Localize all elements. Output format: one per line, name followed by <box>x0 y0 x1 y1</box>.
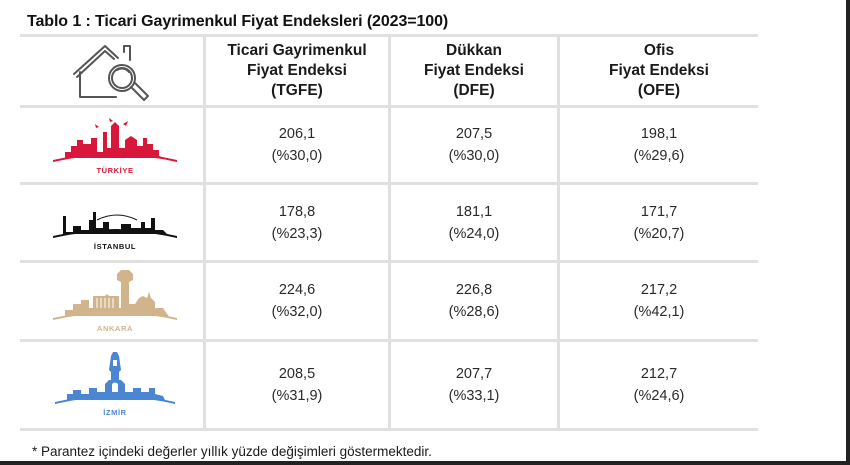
header-line: Fiyat Endeksi <box>247 62 347 79</box>
tgfe-cell: 208,5 (%31,9) <box>206 342 388 428</box>
annual-change: (%31,9) <box>271 388 323 404</box>
header-dfe: Dükkan Fiyat Endeksi (DFE) <box>391 37 557 105</box>
istanbul-logo: İSTANBUL <box>50 206 180 251</box>
annual-change: (%24,0) <box>448 225 500 242</box>
house-search-icon <box>72 45 149 101</box>
annual-change: (%23,3) <box>271 225 323 242</box>
annual-change: (%28,6) <box>448 304 500 320</box>
tgfe-cell: 206,1 (%30,0) <box>206 108 388 182</box>
index-value: 212,7 <box>640 366 678 382</box>
header-line: (DFE) <box>453 82 495 99</box>
turkiye-skyline-icon <box>53 118 177 162</box>
istanbul-skyline-icon <box>53 212 177 238</box>
header-line: Dükkan <box>446 42 502 59</box>
annual-change: (%42,1) <box>633 304 685 320</box>
header-icon-cell <box>20 37 203 105</box>
header-tgfe: Ticari Gayrimenkul Fiyat Endeksi (TGFE) <box>206 37 388 105</box>
dfe-cell: 181,1 (%24,0) <box>391 185 557 260</box>
annual-change: (%29,6) <box>633 148 685 164</box>
annual-change: (%33,1) <box>448 388 500 404</box>
tgfe-cell: 224,6 (%32,0) <box>206 263 388 339</box>
ankara-skyline-icon <box>53 270 177 320</box>
dfe-cell: 226,8 (%28,6) <box>391 263 557 339</box>
region-label: İZMİR <box>103 408 127 417</box>
header-line: Ofis <box>643 42 675 59</box>
column-divider <box>203 34 206 431</box>
table-title: Tablo 1 : Ticari Gayrimenkul Fiyat Endek… <box>27 13 449 30</box>
column-divider <box>388 34 391 431</box>
index-value: 208,5 <box>278 366 316 382</box>
header-ofe: Ofis Fiyat Endeksi (OFE) <box>560 37 758 105</box>
ofe-cell: 171,7 (%20,7) <box>560 185 758 260</box>
header-line: Ticari Gayrimenkul <box>227 42 367 59</box>
index-value: 207,7 <box>455 366 493 382</box>
header-line: (OFE) <box>637 82 681 99</box>
index-value: 224,6 <box>278 282 316 298</box>
index-value: 198,1 <box>640 126 678 142</box>
header-line: (TGFE) <box>271 82 323 99</box>
price-index-table: Ticari Gayrimenkul Fiyat Endeksi (TGFE) … <box>20 34 758 431</box>
header-line: Fiyat Endeksi <box>424 62 524 79</box>
annual-change: (%30,0) <box>271 148 323 164</box>
footnote: * Parantez içindeki değerler yıllık yüzd… <box>32 444 432 459</box>
dfe-cell: 207,5 (%30,0) <box>391 108 557 182</box>
izmir-skyline-icon <box>55 352 175 404</box>
dfe-cell: 207,7 (%33,1) <box>391 342 557 428</box>
region-label: İSTANBUL <box>93 242 137 251</box>
annual-change: (%20,7) <box>633 225 685 242</box>
ofe-cell: 217,2 (%42,1) <box>560 263 758 339</box>
tgfe-cell: 178,8 (%23,3) <box>206 185 388 260</box>
annual-change: (%24,6) <box>633 388 685 404</box>
index-value: 171,7 <box>640 203 678 220</box>
window-border-right <box>846 0 850 465</box>
turkiye-logo: TÜRKİYE <box>50 118 180 175</box>
ofe-cell: 212,7 (%24,6) <box>560 342 758 428</box>
ofe-cell: 198,1 (%29,6) <box>560 108 758 182</box>
index-value: 207,5 <box>455 126 493 142</box>
window-border-bottom <box>0 461 850 465</box>
izmir-logo: İZMİR <box>50 350 180 417</box>
index-value: 226,8 <box>455 282 493 298</box>
annual-change: (%30,0) <box>448 148 500 164</box>
index-value: 217,2 <box>640 282 678 298</box>
region-label: ANKARA <box>96 324 134 333</box>
index-value: 178,8 <box>278 203 316 220</box>
region-label: TÜRKİYE <box>96 166 134 175</box>
header-line: Fiyat Endeksi <box>609 62 709 79</box>
ankara-logo: ANKARA <box>50 268 180 333</box>
index-value: 181,1 <box>455 203 493 220</box>
annual-change: (%32,0) <box>271 304 323 320</box>
index-value: 206,1 <box>278 126 316 142</box>
column-divider <box>557 34 560 431</box>
